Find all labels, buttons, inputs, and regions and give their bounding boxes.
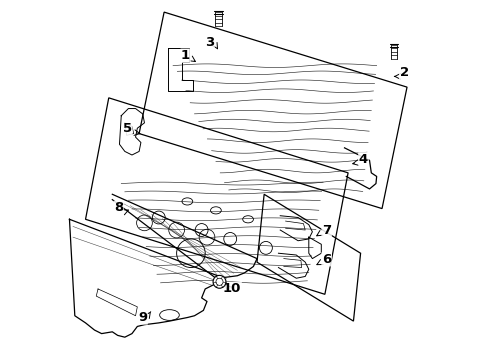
Text: 10: 10 [223, 283, 241, 296]
Text: 4: 4 [358, 153, 367, 166]
Text: 1: 1 [181, 49, 190, 62]
Text: 2: 2 [399, 66, 408, 79]
Text: 5: 5 [122, 122, 132, 135]
Text: 6: 6 [322, 253, 330, 266]
Text: 9: 9 [138, 311, 147, 324]
Text: 7: 7 [322, 224, 330, 237]
Circle shape [213, 275, 225, 288]
Text: 8: 8 [114, 201, 123, 214]
Text: 3: 3 [204, 36, 214, 49]
